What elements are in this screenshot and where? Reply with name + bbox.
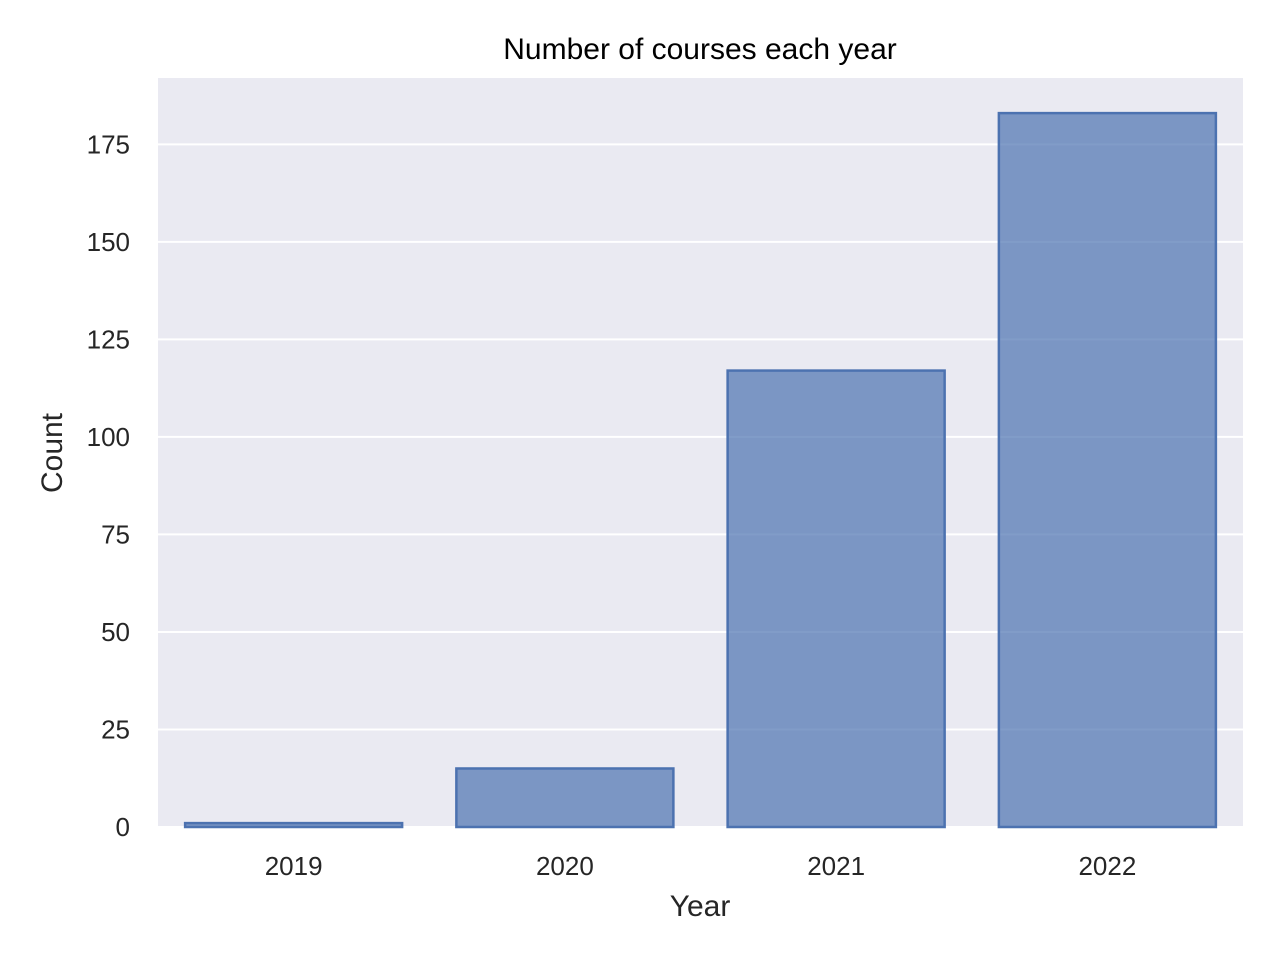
bar-2020: [455, 767, 675, 829]
y-tick-label: 75: [101, 519, 130, 549]
bar-2021: [726, 369, 946, 829]
y-axis-label: Count: [36, 412, 69, 493]
chart-title: Number of courses each year: [503, 33, 897, 66]
y-tick-label: 0: [116, 812, 130, 842]
bar-2022: [997, 111, 1218, 829]
y-tick-labels: 0 25 50 75 100 125 150 175: [87, 129, 130, 842]
x-tick-label: 2019: [265, 851, 323, 881]
x-tick-label: 2022: [1078, 851, 1136, 881]
bars: [183, 111, 1218, 829]
y-tick-label: 175: [87, 129, 130, 159]
x-tick-label: 2020: [536, 851, 594, 881]
y-tick-label: 50: [101, 617, 130, 647]
x-tick-label: 2021: [807, 851, 865, 881]
y-tick-label: 125: [87, 324, 130, 354]
y-tick-label: 150: [87, 227, 130, 257]
bar-2019: [183, 821, 404, 829]
y-tick-label: 25: [101, 714, 130, 744]
x-tick-labels: 2019 2020 2021 2022: [265, 851, 1137, 881]
x-axis-label: Year: [670, 890, 731, 923]
y-tick-label: 100: [87, 422, 130, 452]
